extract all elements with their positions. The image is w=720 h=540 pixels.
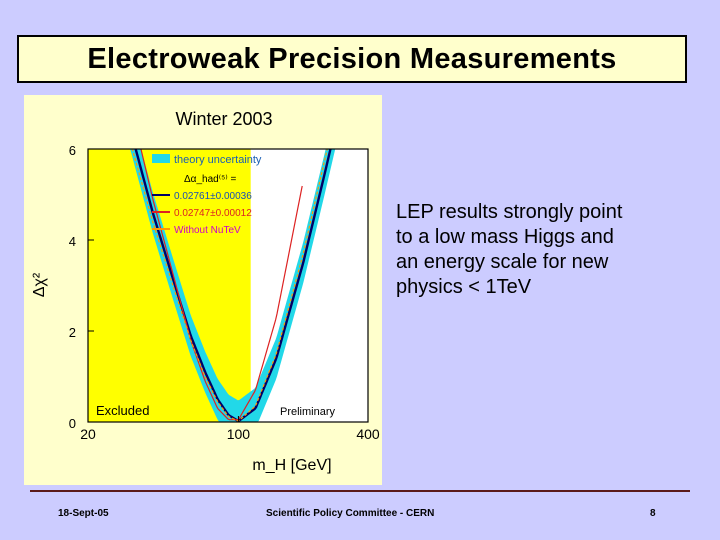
slide-title-box: Electroweak Precision Measurements — [17, 35, 687, 83]
legend-entry: 0.02747±0.00012 — [174, 208, 252, 219]
y-tick-label: 2 — [69, 325, 76, 340]
y-axis-label: Δχ² — [31, 272, 48, 297]
chart-title: Winter 2003 — [175, 109, 272, 129]
excluded-label: Excluded — [96, 403, 149, 418]
x-tick-label: 20 — [80, 426, 96, 442]
legend-alpha-label: Δα_had⁽⁵⁾ = — [184, 174, 237, 185]
body-line: LEP results strongly point — [396, 201, 623, 223]
plot-frame — [87, 148, 369, 423]
series-line — [134, 149, 332, 422]
y-tick-label: 6 — [69, 143, 76, 158]
slide-title: Electroweak Precision Measurements — [87, 42, 617, 75]
footer-divider — [30, 490, 690, 492]
x-tick-label: 400 — [356, 426, 380, 442]
x-tick-label: 100 — [227, 426, 251, 442]
series-line — [140, 149, 303, 421]
slide-body-text: LEP results strongly point to a low mass… — [396, 200, 706, 300]
legend-band-label: theory uncertainty — [174, 154, 262, 166]
y-tick-label: 0 — [69, 416, 76, 431]
footer-date: 18-Sept-05 — [58, 508, 109, 519]
footer-page-number: 8 — [650, 508, 656, 519]
legend-entry: 0.02761±0.00036 — [174, 191, 252, 202]
y-tick-label: 4 — [69, 234, 76, 249]
body-line: to a low mass Higgs and — [396, 226, 614, 248]
legend-band-swatch — [152, 154, 170, 163]
body-line: physics < 1TeV — [396, 276, 532, 298]
x-axis-label: m_H [GeV] — [252, 457, 331, 474]
footer-committee: Scientific Policy Committee - CERN — [266, 508, 435, 519]
chi2-chart: 0 2 4 6 20 100 400 Winter 2003 m_H [GeV] Δχ² theor… — [31, 109, 380, 474]
body-line: an energy scale for new — [396, 251, 609, 273]
preliminary-label: Preliminary — [280, 406, 336, 418]
legend-entry: Without NuTeV — [174, 225, 241, 236]
chart-figure: 0 2 4 6 20 100 400 Winter 2003 m_H [GeV] Δχ² theor… — [24, 95, 382, 485]
